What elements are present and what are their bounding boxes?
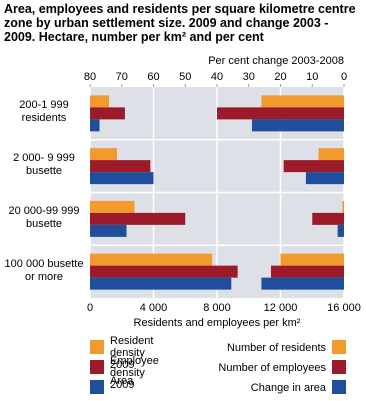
bar xyxy=(261,95,344,108)
bar xyxy=(251,119,344,132)
bar xyxy=(318,148,344,161)
x2-tick-label: 70 xyxy=(116,71,128,83)
legend-label: Number of employees xyxy=(218,362,326,374)
bar xyxy=(283,160,344,173)
bar xyxy=(90,95,110,108)
x-tick-label: 4 000 xyxy=(140,302,168,314)
y-tick-label: 2 000- 9 999 busette xyxy=(13,152,75,178)
legend-swatch xyxy=(332,340,346,354)
legend-label: Resident density 2009 xyxy=(110,335,154,371)
x2-axis-label: Per cent change 2003-2008 xyxy=(208,55,344,67)
bar xyxy=(90,212,186,225)
bar xyxy=(270,265,344,278)
bar xyxy=(90,148,117,161)
x2-tick-label: 40 xyxy=(211,71,223,83)
x2-tick-label: 60 xyxy=(147,71,159,83)
legend-swatch xyxy=(90,380,104,394)
x2-tick-label: 30 xyxy=(243,71,255,83)
legend-label: Number of residents xyxy=(226,342,326,354)
bar xyxy=(337,224,344,237)
bar xyxy=(90,119,100,132)
x-tick-label: 16 000 xyxy=(327,302,361,314)
y-tick-label: 20 000-99 999 busette xyxy=(8,204,80,230)
x-tick-label: 12 000 xyxy=(264,302,298,314)
bar xyxy=(90,265,238,278)
x-tick-label: 8 000 xyxy=(203,302,231,314)
bar xyxy=(280,253,344,266)
bar xyxy=(312,212,344,225)
bar xyxy=(90,107,125,120)
x2-tick-label: 50 xyxy=(179,71,191,83)
x2-tick-label: 0 xyxy=(341,71,347,83)
x2-tick-label: 10 xyxy=(306,71,318,83)
bar xyxy=(90,253,213,266)
y-tick-label: 100 000 busette or more xyxy=(4,257,84,283)
legend-swatch xyxy=(332,380,346,394)
legend-swatch xyxy=(90,340,104,354)
x2-tick-label: 20 xyxy=(274,71,286,83)
legend-label: Area xyxy=(110,375,134,387)
legend-label: Employee density 2009 xyxy=(110,355,159,391)
x-axis-label: Residents and employees per km² xyxy=(134,317,301,329)
legend-swatch xyxy=(332,360,346,374)
legend-swatch xyxy=(90,360,104,374)
bar xyxy=(90,224,127,237)
chart-title: Area, employees and residents per square… xyxy=(4,2,356,44)
bar xyxy=(261,277,344,290)
bar xyxy=(305,172,344,185)
bar xyxy=(90,160,151,173)
bar xyxy=(90,172,154,185)
x-tick-label: 0 xyxy=(87,302,93,314)
bar xyxy=(90,200,135,213)
legend-label: Change in area xyxy=(250,382,326,394)
x2-tick-label: 80 xyxy=(84,71,96,83)
bar xyxy=(90,277,232,290)
y-tick-label: 200-1 999 residents xyxy=(19,99,69,125)
bar xyxy=(217,107,344,120)
bar xyxy=(342,200,344,213)
